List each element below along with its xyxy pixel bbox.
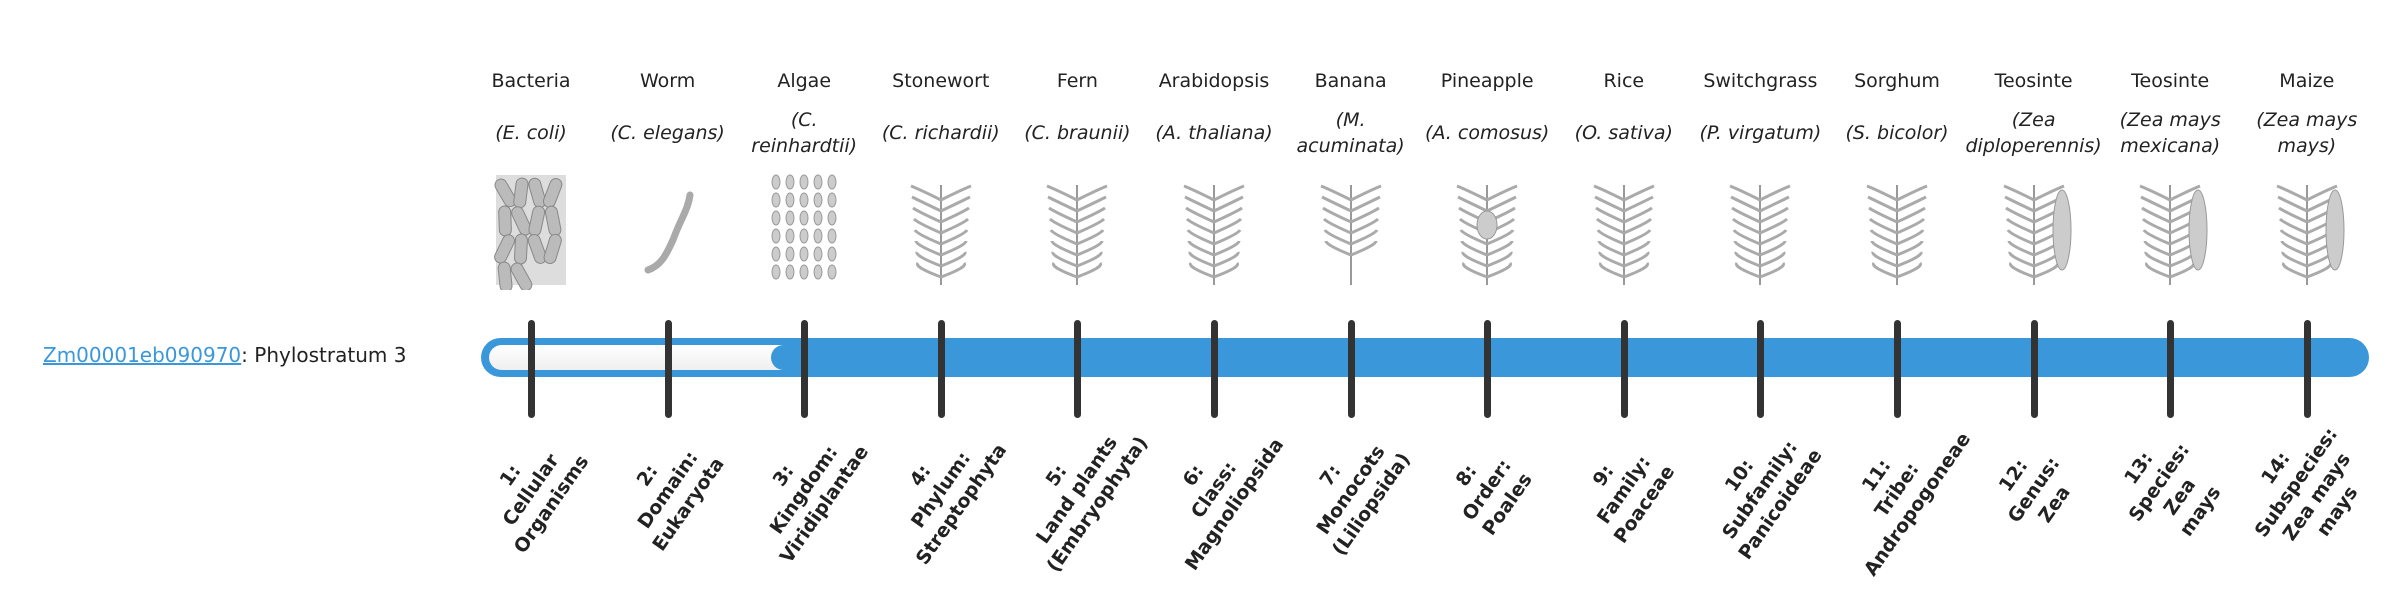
fern-image [1046,184,1108,285]
organism-column: Bacteria (E. coli) [463,64,599,301]
stratum-tick [1757,320,1765,418]
stratum-label: 11: Tribe: Andropogoneae [1803,389,1991,591]
sorghum-image [1866,184,1928,285]
organism-column: Worm (C. elegans) [600,64,736,301]
phylostratum-bar [481,338,2369,377]
gene-id-link[interactable]: Zm00001eb090970 [43,343,242,367]
stratum-tick [801,320,809,418]
stratum-tick [1620,320,1628,418]
organism-scientific-name: (E. coli) [495,122,567,144]
organism-common-name: Rice [1603,70,1645,92]
stratum-label: 6: Class: Magnoliopsida [1120,389,1308,591]
rice-image [1593,184,1655,285]
stratum-label: 1: Cellular Organisms [437,389,625,591]
stratum-label: 4: Phylum: Streptophyta [847,389,1035,591]
pineapple-image [1456,184,1518,285]
organism-common-name: Bacteria [491,70,571,92]
organism-common-name: Algae [777,70,832,92]
teosinte-mexicana-image [2139,184,2208,285]
organism-common-name: Sorghum [1854,70,1940,92]
organism-scientific-name: (P. virgatum) [1699,122,1822,144]
stratum-tick [1894,320,1901,418]
stratum-tick [2167,320,2175,418]
organism-common-name: Pineapple [1440,70,1534,92]
stratum-tick [1211,320,1218,418]
organism-column: Fern (C. braunii) [1009,64,1145,301]
bar-fill-cap [771,345,797,370]
organism-common-name: Banana [1314,70,1387,92]
stratum-tick [1347,320,1355,418]
stratum-tick [2030,320,2038,418]
stratum-label: 8: Order: Poales [1393,389,1581,591]
organism-common-name: Switchgrass [1703,70,1818,92]
organism-common-name: Teosinte [2131,70,2210,92]
organism-column: Algae (C. reinhardtii) [736,64,872,301]
stratum-tick [2303,320,2311,418]
organism-column: Switchgrass (P. virgatum) [1692,64,1828,301]
organism-common-name: Fern [1056,70,1098,92]
algae-image [771,174,837,280]
organism-scientific-name: (C. elegans) [610,122,725,144]
stratum-tick [528,320,535,418]
organism-scientific-name: (O. sativa) [1574,122,1673,144]
organism-scientific-name: (Zea mays mexicana) [2119,109,2221,157]
organism-column: Teosinte (Zea mays mexicana) [2102,64,2238,301]
organism-column: Arabidopsis (A. thaliana) [1146,64,1282,301]
organism-common-name: Maize [2279,70,2335,92]
stratum-label: 12: Genus: Zea [1940,389,2128,591]
stratum-label: 7: Monocots (Liliopsida) [1257,389,1445,591]
stratum-tick [1074,320,1082,418]
stratum-label: 3: Kingdom: Viridiplantae [710,389,898,591]
stratum-label: 9: Family: Poaceae [1530,389,1718,591]
organism-common-name: Arabidopsis [1158,70,1270,92]
organism-column: Teosinte (Zea diploperennis) [1965,64,2102,301]
organism-column: Banana (M. acuminata) [1283,64,1419,301]
organism-scientific-name: (C. reinhardtii) [751,109,858,157]
stratum-tick [664,320,672,418]
stratum-tick [1484,320,1492,418]
organism-scientific-name: (A. thaliana) [1155,122,1273,144]
stratum-label: 5: Land plants (Embryophyta) [984,389,1172,591]
worm-image [644,191,694,274]
organism-column: Rice (O. sativa) [1556,64,1692,301]
phylostratum-text: : Phylostratum 3 [241,343,407,367]
organism-column: Sorghum (S. bicolor) [1829,64,1965,301]
stratum-tick [937,320,945,418]
stonewort-image [910,184,972,285]
organism-scientific-name: (C. braunii) [1024,122,1131,144]
maize-image [2276,184,2345,285]
bacteria-image [494,175,566,293]
teosinte-image [2003,184,2072,285]
organism-common-name: Worm [639,70,696,92]
organism-scientific-name: (S. bicolor) [1845,122,1949,144]
organism-scientific-name: (Zea diploperennis) [1965,109,2102,157]
stratum-label: 13: Species: Zea mays [2076,389,2264,591]
organism-column: Stonewort (C. richardii) [873,64,1009,301]
organism-common-name: Teosinte [1994,70,2073,92]
banana-image [1320,184,1382,285]
stratum-label: 2: Domain: Eukaryota [574,389,762,591]
organism-scientific-name: (A. comosus) [1425,122,1550,144]
organism-scientific-name: (Zea mays mays) [2256,109,2358,157]
stratum-label: 10: Subfamily: Panicoideae [1667,389,1855,591]
switchgrass-image [1729,184,1791,285]
stratum-label: 14: Subspecies: Zea mays mays [2213,389,2400,591]
organism-scientific-name: (C. richardii) [881,122,1000,144]
organism-column: Maize (Zea mays mays) [2239,64,2375,301]
gene-label: Zm00001eb090970: Phylostratum 3 [43,340,406,370]
arabidopsis-image [1183,184,1245,285]
organism-scientific-name: (M. acuminata) [1296,109,1405,157]
bar-unfilled-segment [489,345,785,370]
organism-common-name: Stonewort [892,70,990,92]
organism-column: Pineapple (A. comosus) [1419,64,1555,301]
